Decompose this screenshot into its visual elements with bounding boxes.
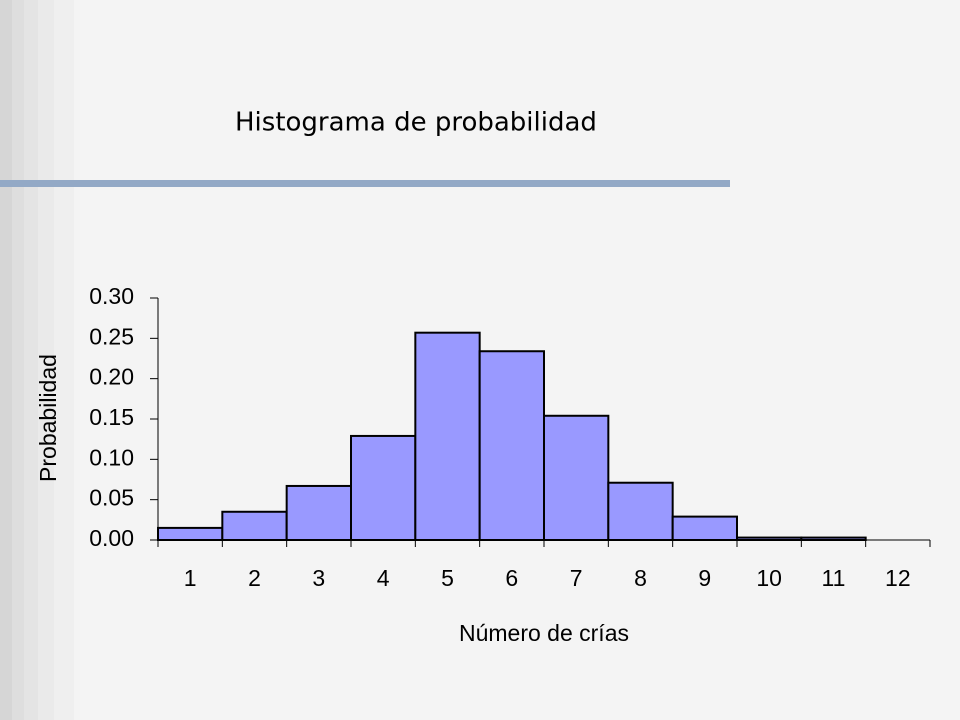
x-tick-label: 12 bbox=[885, 565, 911, 591]
x-tick-label: 4 bbox=[377, 565, 390, 591]
bar bbox=[157, 526, 224, 542]
y-tick-label: 0.10 bbox=[89, 444, 134, 470]
bar bbox=[221, 510, 288, 541]
y-tick-label: 0.00 bbox=[89, 525, 134, 551]
chart-title: Histograma de probabilidad bbox=[235, 108, 597, 138]
x-tick-label: 7 bbox=[570, 565, 583, 591]
x-tick-label: 1 bbox=[184, 565, 197, 591]
y-tick-label: 0.20 bbox=[89, 364, 134, 390]
x-tick-label: 9 bbox=[698, 565, 711, 591]
y-tick-label: 0.25 bbox=[89, 323, 134, 349]
y-tick-label: 0.30 bbox=[89, 283, 134, 309]
x-tick-label: 5 bbox=[441, 565, 454, 591]
title-rule bbox=[0, 180, 730, 187]
x-tick-label: 8 bbox=[634, 565, 647, 591]
bar bbox=[607, 481, 674, 541]
x-tick-label: 6 bbox=[505, 565, 518, 591]
bar bbox=[350, 434, 417, 541]
bar bbox=[671, 515, 739, 542]
y-tick-label: 0.15 bbox=[89, 404, 134, 430]
x-axis-label: Número de crías bbox=[459, 620, 629, 646]
bar bbox=[285, 484, 352, 542]
y-tick-label: 0.05 bbox=[89, 485, 134, 511]
x-tick-label: 2 bbox=[248, 565, 261, 591]
x-tick-label: 11 bbox=[822, 565, 846, 591]
bar bbox=[414, 331, 481, 542]
x-tick-label: 10 bbox=[756, 565, 782, 591]
x-tick-label: 3 bbox=[312, 565, 325, 591]
y-axis-label: Probabilidad bbox=[35, 354, 61, 482]
bar bbox=[478, 350, 545, 541]
bar bbox=[543, 414, 610, 542]
